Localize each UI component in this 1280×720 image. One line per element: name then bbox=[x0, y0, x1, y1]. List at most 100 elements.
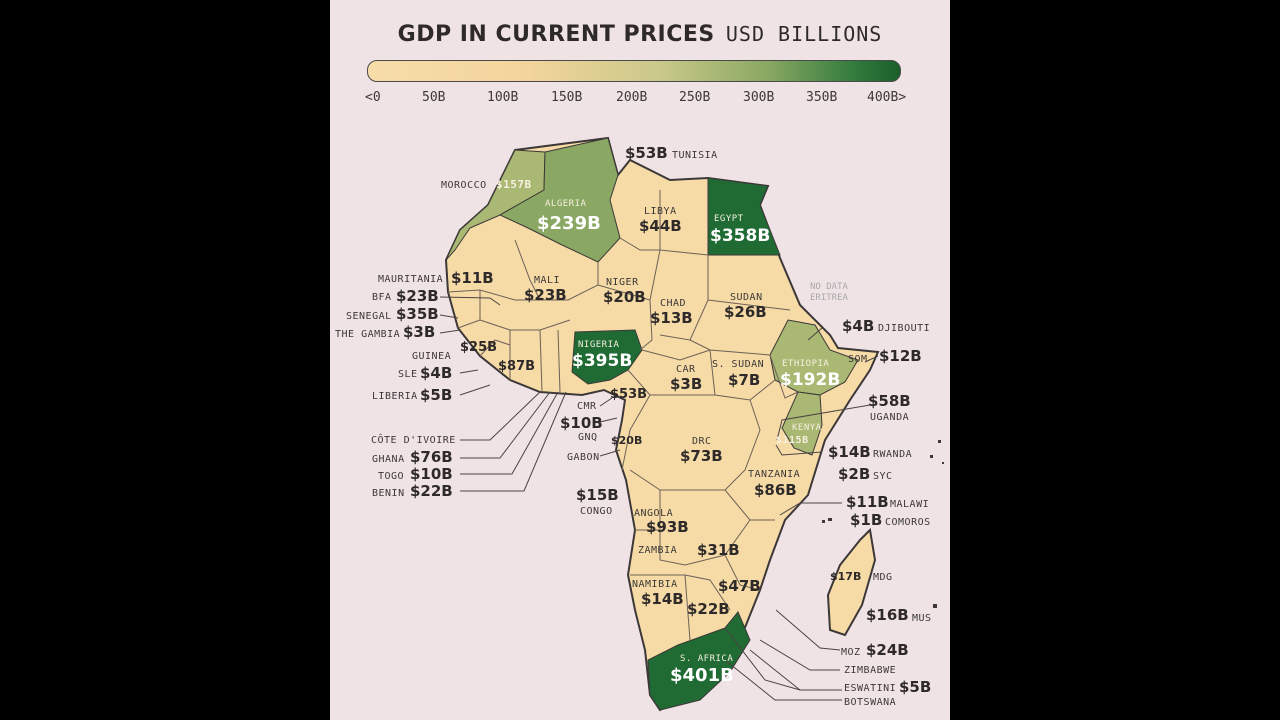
label-cmr-name: CMR bbox=[577, 401, 597, 412]
label-gnq-name: GNQ bbox=[578, 432, 598, 443]
leader-lines bbox=[439, 296, 879, 701]
label-libya-name: LIBYA bbox=[644, 206, 677, 217]
scale-tick: 150B bbox=[551, 90, 583, 105]
label-somalia-value: $12B bbox=[879, 347, 922, 365]
label-tanzania-value: $86B bbox=[754, 481, 797, 499]
label-benin-value: $22B bbox=[410, 482, 453, 500]
label-gnq-value: $10B bbox=[560, 414, 603, 432]
label-nigeria-value: $395B bbox=[572, 351, 632, 371]
label-egypt-value: $358B bbox=[710, 226, 770, 246]
title-unit: USD BILLIONS bbox=[725, 22, 883, 46]
label-rwanda-value: $14B bbox=[828, 443, 871, 461]
label-tunisia-name: TUNISIA bbox=[672, 150, 718, 161]
label-ethiopia-value: $192B bbox=[780, 370, 840, 390]
label-togo-name: TOGO bbox=[378, 471, 404, 482]
label-seychelles-name: SYC bbox=[873, 471, 893, 482]
label-eswatini-value: $5B bbox=[899, 678, 931, 696]
label-uganda-name: UGANDA bbox=[870, 412, 909, 423]
label-mozambique-value: $24B bbox=[866, 641, 909, 659]
color-scale-bar bbox=[367, 60, 901, 82]
label-libya-value: $44B bbox=[639, 217, 682, 235]
label-civ-name: CÔTE D'IVOIRE bbox=[371, 433, 456, 446]
label-mauritius-value: $16B bbox=[866, 606, 909, 624]
label-chad-value: $13B bbox=[650, 309, 693, 327]
label-mauritius-name: MUS bbox=[912, 613, 932, 624]
label-mali-value: $23B bbox=[524, 286, 567, 304]
label-niger-value: $20B bbox=[603, 288, 646, 306]
color-scale-ticks: <0 50B 100B 150B 200B 250B 300B 350B 400… bbox=[365, 90, 925, 108]
label-angola-value: $93B bbox=[646, 518, 689, 536]
label-gambia-name: THE GAMBIA bbox=[335, 329, 400, 340]
label-morocco-value: $157B bbox=[496, 178, 532, 191]
label-tanzania-name: TANZANIA bbox=[748, 469, 800, 480]
label-mozambique-name: MOZ bbox=[841, 647, 861, 658]
label-comoros-value: $1B bbox=[850, 511, 882, 529]
label-mauritania-name: MAURITANIA bbox=[378, 274, 443, 285]
label-togo-value: $10B bbox=[410, 465, 453, 483]
scale-tick: 200B bbox=[616, 90, 648, 105]
map-title: GDP IN CURRENT PRICES USD BILLIONS bbox=[330, 22, 950, 47]
label-drc-value: $73B bbox=[680, 447, 723, 465]
label-safrica-value: $401B bbox=[670, 665, 734, 686]
label-kenya-name: KENYA bbox=[792, 423, 822, 433]
label-namibia-name: NAMIBIA bbox=[632, 579, 678, 590]
label-ssudan-name: S. SUDAN bbox=[712, 359, 764, 370]
country-kenya[interactable] bbox=[781, 391, 823, 456]
label-bfa-value: $23B bbox=[396, 287, 439, 305]
label-angola-name: ANGOLA bbox=[634, 508, 673, 519]
scale-tick: 50B bbox=[422, 90, 446, 105]
label-seychelles-value: $2B bbox=[838, 465, 870, 483]
label-guinea-name: GUINEA bbox=[412, 351, 451, 362]
country-egypt[interactable] bbox=[707, 177, 781, 256]
label-guinea-value: $25B bbox=[460, 340, 497, 355]
label-congo-value: $15B bbox=[576, 486, 619, 504]
label-morocco-name: MOROCCO bbox=[441, 180, 487, 191]
label-sudan-value: $26B bbox=[724, 303, 767, 321]
label-car-value: $3B bbox=[670, 375, 702, 393]
label-ethiopia-name: ETHIOPIA bbox=[782, 359, 829, 369]
country-borders bbox=[447, 190, 799, 641]
label-malawi-name: MALAWI bbox=[890, 499, 929, 510]
label-somalia-name: SOM bbox=[848, 354, 868, 365]
label-gabon-name: GABON bbox=[567, 452, 600, 463]
label-madagascar-name: MDG bbox=[873, 572, 893, 583]
label-bfa-name: BFA bbox=[372, 292, 392, 303]
label-eritrea-name: ERITREA bbox=[810, 293, 849, 303]
label-uganda-value: $58B bbox=[868, 392, 911, 410]
label-namibia-value: $14B bbox=[641, 590, 684, 608]
label-sle-name: SLE bbox=[398, 369, 418, 380]
label-chad-name: CHAD bbox=[660, 298, 686, 309]
islands bbox=[822, 440, 944, 608]
label-nigeria-name: NIGERIA bbox=[578, 340, 620, 350]
label-rwanda-name: RWANDA bbox=[873, 449, 912, 460]
label-gabon-value: $20B bbox=[611, 434, 642, 447]
label-mali-name: MALI bbox=[534, 275, 560, 286]
country-madagascar[interactable] bbox=[826, 527, 877, 637]
label-sle-value: $4B bbox=[420, 364, 452, 382]
label-djibouti-value: $4B bbox=[842, 317, 874, 335]
label-eswatini-name: ESWATINI bbox=[844, 683, 896, 694]
label-egypt-name: EGYPT bbox=[714, 214, 744, 224]
label-drc-name: DRC bbox=[692, 436, 712, 447]
label-liberia-value: $5B bbox=[420, 386, 452, 404]
map-panel: GDP IN CURRENT PRICES USD BILLIONS <0 50… bbox=[330, 0, 950, 720]
country-nigeria[interactable] bbox=[571, 329, 643, 385]
label-cmr-value: $53B bbox=[610, 387, 647, 402]
label-algeria-name: ALGERIA bbox=[545, 199, 587, 209]
scale-tick: 100B bbox=[487, 90, 519, 105]
label-zimbabwe-value: $47B bbox=[718, 577, 761, 595]
label-eritrea-value: NO DATA bbox=[810, 282, 849, 292]
label-botswana-value: $22B bbox=[687, 600, 730, 618]
label-benin-name: BENIN bbox=[372, 488, 405, 499]
africa-map: $53B TUNISIA MOROCCO $157B ALGERIA $239B… bbox=[335, 136, 944, 712]
label-safrica-name: S. AFRICA bbox=[680, 654, 733, 664]
label-madagascar-value: $17B bbox=[830, 570, 861, 583]
label-comoros-name: COMOROS bbox=[885, 517, 931, 528]
country-ethiopia[interactable] bbox=[769, 319, 859, 396]
label-ghana-value: $76B bbox=[410, 448, 453, 466]
label-car-name: CAR bbox=[676, 364, 696, 375]
label-zambia-name: ZAMBIA bbox=[638, 545, 677, 556]
country-south-africa[interactable] bbox=[647, 611, 751, 711]
label-djibouti-name: DJIBOUTI bbox=[878, 323, 930, 334]
scale-tick: 250B bbox=[679, 90, 711, 105]
